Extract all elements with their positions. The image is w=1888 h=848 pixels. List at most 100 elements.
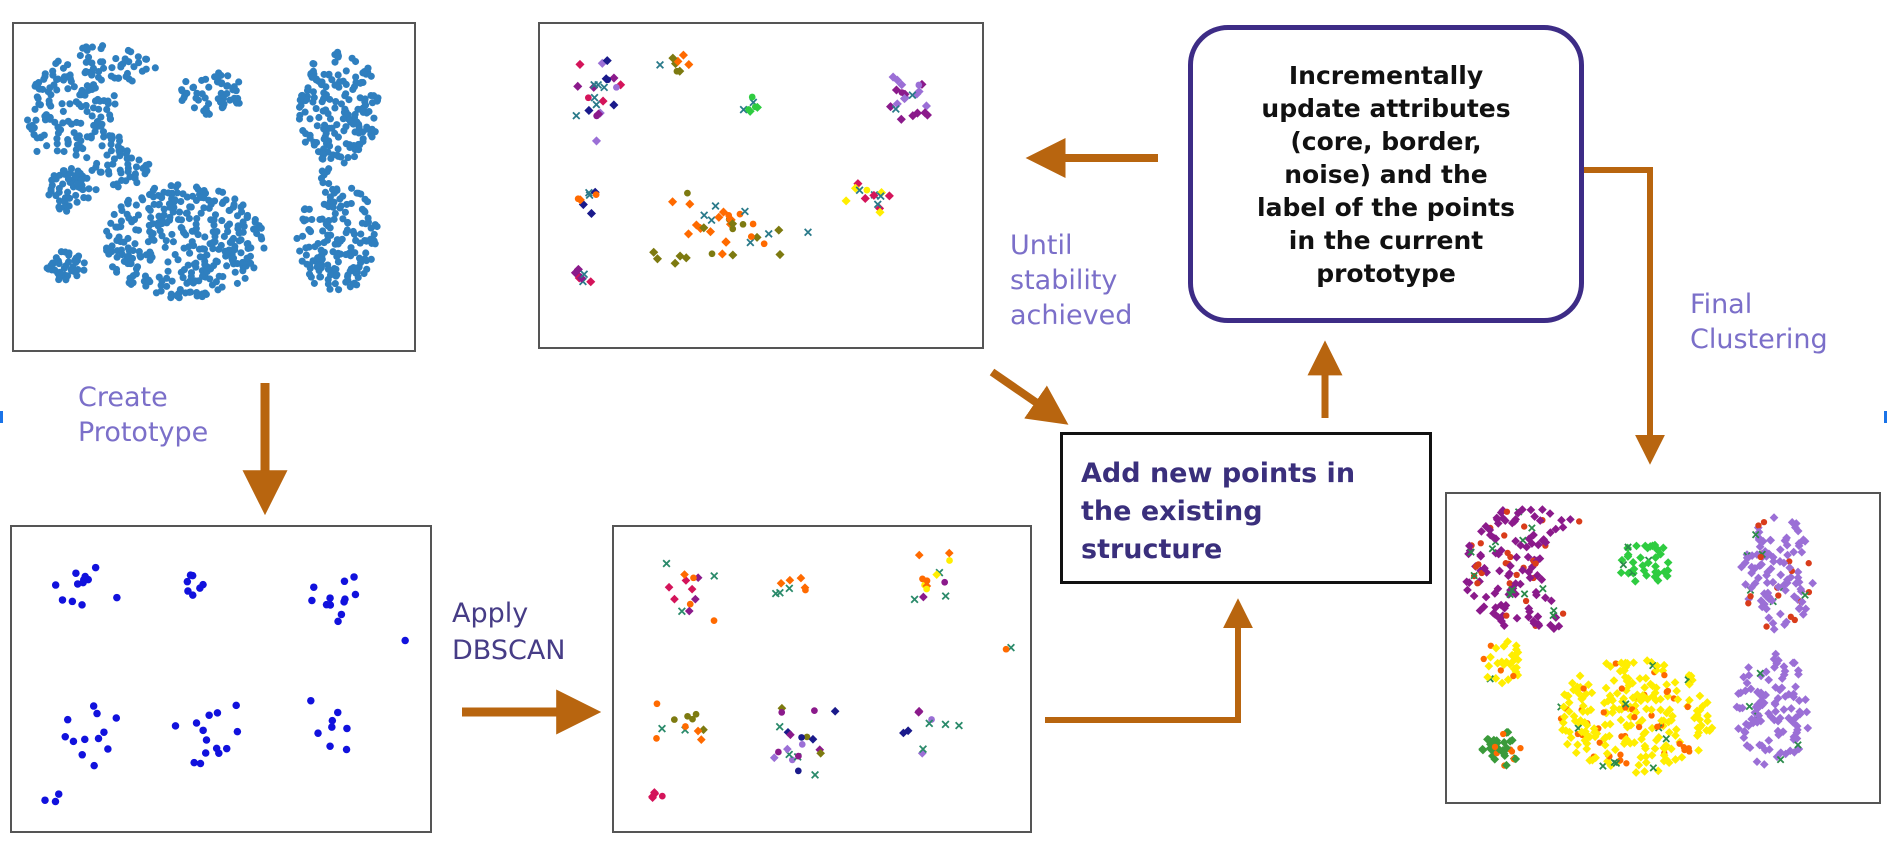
core-point (1793, 567, 1803, 577)
data-point (332, 97, 340, 106)
prototype-point (104, 745, 112, 753)
data-point (107, 147, 115, 155)
core-point (1694, 745, 1703, 755)
core-point (1780, 620, 1789, 629)
core-point (1778, 727, 1788, 737)
border-point (794, 767, 802, 775)
border-point (1760, 518, 1768, 526)
data-point (97, 58, 105, 66)
core-point (609, 100, 619, 110)
data-point (124, 234, 132, 243)
border-point (811, 707, 818, 714)
core-point (1663, 566, 1673, 575)
data-point (64, 188, 72, 196)
incremental-state-scatter (570, 50, 932, 287)
data-point (223, 262, 231, 270)
data-point (164, 258, 172, 266)
data-point (362, 257, 370, 265)
data-point (66, 100, 74, 108)
data-point (243, 213, 251, 222)
core-point (1762, 578, 1772, 588)
noise-point (1508, 586, 1516, 594)
add-new-points-box: Add new points in the existing structure (1060, 432, 1432, 584)
data-point (218, 283, 226, 291)
core-point (1602, 659, 1611, 668)
core-point (573, 81, 583, 91)
prototype-point (90, 761, 98, 770)
data-point (237, 249, 245, 257)
data-point (166, 203, 174, 211)
core-point (1785, 746, 1795, 756)
border-point (928, 716, 935, 723)
core-point (593, 109, 604, 119)
data-point (330, 215, 338, 223)
core-point (1650, 688, 1660, 698)
core-point (1794, 696, 1804, 705)
data-point (142, 55, 151, 63)
data-point (306, 227, 314, 235)
prototype-point (69, 737, 78, 746)
core-point (1688, 675, 1697, 685)
border-point (1503, 508, 1511, 515)
border-point (1663, 688, 1670, 695)
core-point (1741, 558, 1750, 568)
data-point (189, 192, 197, 200)
data-point (116, 166, 124, 174)
data-point (41, 72, 49, 81)
core-point (1768, 577, 1778, 587)
border-point (778, 709, 786, 716)
data-point (306, 134, 314, 142)
core-point (1777, 683, 1787, 693)
noise-point (1470, 571, 1478, 580)
data-point (149, 186, 157, 194)
core-point (1476, 550, 1485, 560)
core-point (1500, 603, 1509, 613)
data-point (193, 89, 201, 97)
data-point (79, 44, 87, 52)
data-point (47, 261, 55, 269)
data-point (116, 137, 124, 145)
core-point (1498, 506, 1508, 515)
edge-marker-left (0, 411, 3, 423)
core-point (1761, 667, 1771, 677)
data-point (329, 203, 337, 211)
core-point (1664, 728, 1674, 737)
data-point (355, 129, 363, 137)
prototype-point (222, 744, 231, 753)
data-point (335, 286, 343, 294)
data-point (165, 216, 174, 224)
core-point (1496, 546, 1506, 555)
data-point (306, 115, 314, 123)
core-point (717, 249, 727, 259)
data-point (72, 191, 80, 199)
data-point (370, 230, 378, 238)
border-point (749, 220, 757, 228)
core-point (1648, 691, 1658, 701)
data-point (80, 194, 88, 202)
data-point (56, 268, 64, 277)
data-point (109, 181, 117, 189)
core-point (1656, 694, 1665, 704)
data-point (370, 114, 378, 122)
data-point (340, 159, 348, 167)
border-point (1480, 655, 1487, 663)
data-point (99, 42, 107, 50)
core-point (1464, 578, 1474, 587)
core-point (1478, 745, 1488, 755)
data-point (352, 57, 360, 66)
core-point (1789, 592, 1799, 601)
data-point (70, 268, 79, 276)
data-point (235, 237, 243, 245)
data-point (219, 273, 227, 281)
data-point (160, 211, 168, 219)
data-point (210, 221, 218, 229)
core-point (1782, 617, 1791, 627)
data-point (296, 111, 304, 119)
prototype-scatter (41, 563, 409, 806)
data-point (60, 147, 68, 156)
data-point (82, 102, 90, 110)
data-point (357, 259, 365, 267)
border-point (653, 700, 661, 708)
data-point (88, 71, 96, 79)
border-point (1755, 522, 1762, 529)
